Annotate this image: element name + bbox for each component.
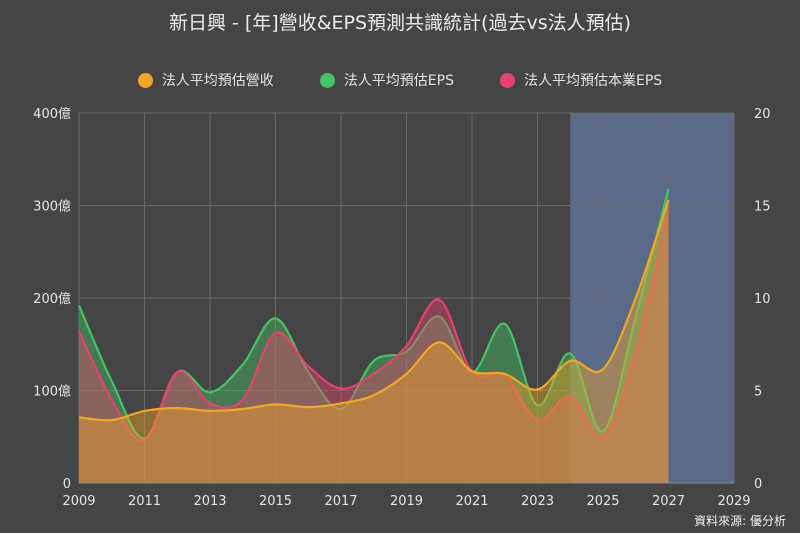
series-revenue-area [79,199,669,483]
legend-marker-core-eps [500,72,515,88]
legend: 法人平均預估營收 法人平均預估EPS 法人平均預估本業EPS [0,70,800,90]
series-core-eps-area [79,211,669,483]
y-tick-right: 20 [754,107,771,122]
y-tick-right: 10 [754,292,771,307]
legend-marker-revenue [137,72,153,88]
legend-item-eps[interactable]: 法人平均預估EPS [319,70,454,90]
x-tick: 2017 [324,494,357,509]
y-tick-left: 400億 [33,106,71,122]
series-core-eps-line [78,210,670,442]
y-tick-right: 5 [754,385,762,400]
legend-label-eps: 法人平均預估EPS [343,73,454,89]
x-tick: 2015 [259,494,292,509]
x-tick: 2011 [128,494,161,509]
legend-item-core-eps[interactable]: 法人平均預估本業EPS [500,70,662,90]
legend-item-revenue[interactable]: 法人平均預估營收 [137,70,274,90]
x-tick: 2025 [586,494,619,509]
y-tick-left: 0 [63,477,71,492]
x-tick: 2029 [717,494,750,509]
y-tick-left: 200億 [33,291,71,307]
legend-marker-eps [319,72,335,88]
source-note: 資料來源: 優分析 [694,514,786,528]
y-tick-right: 15 [754,200,771,215]
legend-label-revenue: 法人平均預估營收 [161,73,274,89]
x-tick: 2021 [455,494,488,509]
y-tick-left: 100億 [33,384,71,400]
legend-label-core-eps: 法人平均預估本業EPS [524,73,663,89]
series-revenue-line [78,199,670,422]
x-tick: 2009 [62,494,95,509]
x-tick: 2013 [193,494,226,509]
x-tick: 2019 [390,494,423,509]
x-tick: 2027 [652,494,685,509]
x-tick: 2023 [521,494,554,509]
y-tick-right: 0 [754,477,762,492]
y-tick-left: 300億 [33,199,71,215]
chart-title: 新日興 - [年]營收&EPS預測共識統計(過去vs法人預估) [168,12,632,34]
